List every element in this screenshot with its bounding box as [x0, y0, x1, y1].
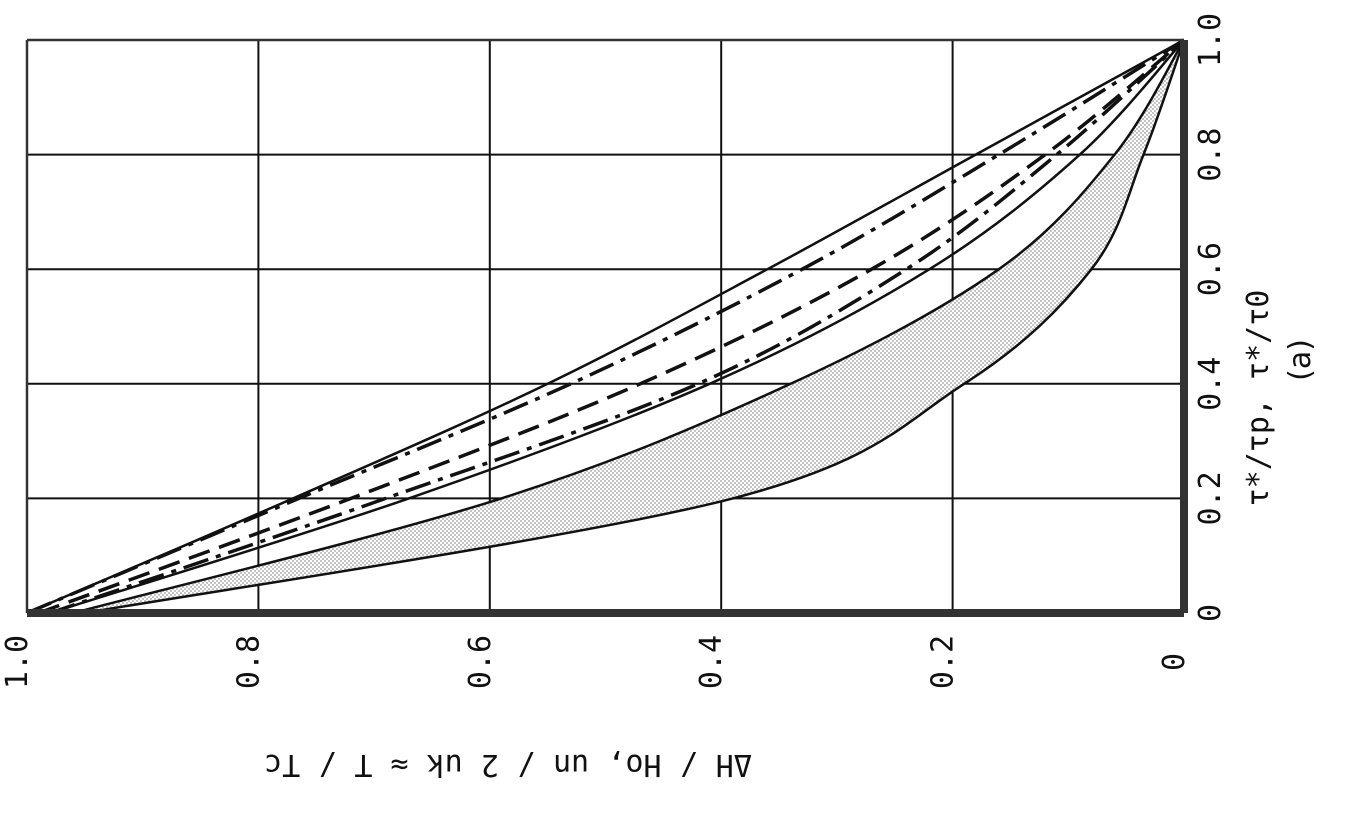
- x-tick-label-1: 0.2: [1193, 471, 1228, 525]
- y-tick-label-5: 1.0: [0, 635, 35, 689]
- y-tick-label-2: 0.4: [694, 635, 729, 689]
- plot-frame: [25, 38, 1188, 617]
- series-line-6: [72, 39, 1186, 615]
- x-tick-label-5: 1.0: [1193, 13, 1228, 67]
- series-line-7: [84, 39, 1186, 615]
- y-tick-label-3: 0.6: [463, 635, 498, 689]
- x-axis-title: τ*/τp, τ*/τ0: [1241, 290, 1276, 507]
- y-tick-label-1: 0.2: [926, 635, 961, 689]
- series-lines: [26, 38, 1186, 615]
- panel-label: (a): [1283, 339, 1318, 381]
- x-tick-label-2: 0.4: [1193, 357, 1228, 411]
- y-tick-label-4: 0.8: [231, 635, 266, 689]
- x-tick-label-4: 0.8: [1193, 128, 1228, 182]
- tick-labels: 0 0.2 0.4 0.6 0.8 1.0 0 0.2 0.4 0.6 0.8 1.0: [0, 13, 1228, 689]
- series-line-4: [49, 38, 1186, 615]
- y-tick-label-0: 0: [1157, 653, 1192, 671]
- series-line-1: [26, 38, 1185, 615]
- x-tick-label-0: 0: [1193, 604, 1228, 622]
- shaded-band-area: [73, 40, 1184, 613]
- x-tick-label-3: 0.6: [1193, 242, 1228, 296]
- shaded-band: [73, 40, 1184, 613]
- y-axis-title: ΔH / Ho, un / 2 uk ≈ T / Tc: [264, 747, 752, 782]
- series-line-2: [26, 38, 1185, 615]
- series-line-3: [37, 38, 1186, 615]
- series-line-5: [49, 39, 1185, 615]
